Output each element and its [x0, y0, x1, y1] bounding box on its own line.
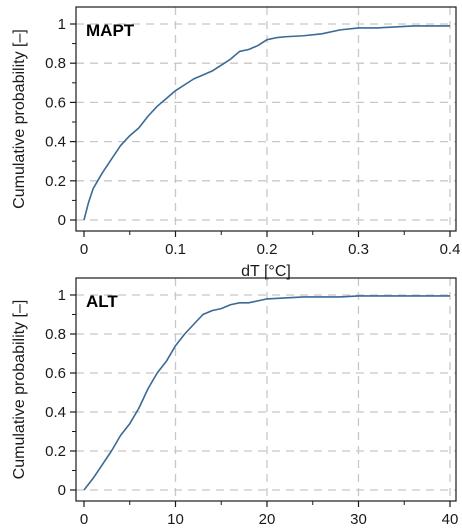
alt-y-tick-label: 0.6 — [45, 365, 66, 382]
alt-panel-title: ALT — [86, 292, 118, 311]
mapt-x-tick-label: 0.3 — [348, 241, 369, 258]
alt-y-tick-label: 1 — [58, 287, 66, 304]
mapt-x-tick-label: 0.4 — [440, 241, 461, 258]
alt-x-tick-label: 10 — [167, 511, 184, 528]
mapt-y-tick-label: 0.6 — [45, 94, 66, 111]
alt-x-tick-label: 20 — [259, 511, 276, 528]
mapt-y-tick-label: 1 — [58, 16, 66, 33]
mapt-y-tick-label: 0.8 — [45, 55, 66, 72]
mapt-y-axis-title: Cumulative probability [–] — [11, 29, 28, 209]
alt-y-axis-title: Cumulative probability [–] — [11, 300, 28, 480]
alt-panel: 00.20.40.60.81010203040dz [cm]Cumulative… — [11, 277, 459, 528]
alt-x-tick-label: 0 — [80, 511, 88, 528]
mapt-plot-frame — [75, 6, 457, 232]
alt-x-tick-label: 30 — [350, 511, 367, 528]
mapt-panel-title: MAPT — [86, 21, 135, 40]
mapt-x-tick-label: 0 — [80, 241, 88, 258]
mapt-cdf-line — [83, 25, 450, 221]
alt-y-tick-label: 0 — [58, 482, 66, 499]
mapt-x-tick-label: 0.2 — [257, 241, 278, 258]
alt-cdf-line — [83, 295, 450, 491]
alt-y-tick-label: 0.2 — [45, 443, 66, 460]
mapt-y-tick-label: 0.4 — [45, 134, 66, 151]
mapt-x-tick-label: 0.1 — [165, 241, 186, 258]
mapt-x-axis-title: dT [°C] — [241, 263, 291, 280]
mapt-panel: 0 0.2 0.4 0.6 0.8 1 0 0.1 0.2 0.3 0.4 dT [°C] Cumula… — [11, 6, 461, 280]
mapt-y-tick-label: 0.2 — [45, 173, 66, 190]
alt-plot-frame — [75, 277, 457, 502]
alt-y-tick-label: 0.8 — [45, 326, 66, 343]
mapt-y-tick-label: 0 — [58, 212, 66, 229]
alt-x-tick-label: 40 — [442, 511, 459, 528]
alt-y-tick-label: 0.4 — [45, 404, 66, 421]
